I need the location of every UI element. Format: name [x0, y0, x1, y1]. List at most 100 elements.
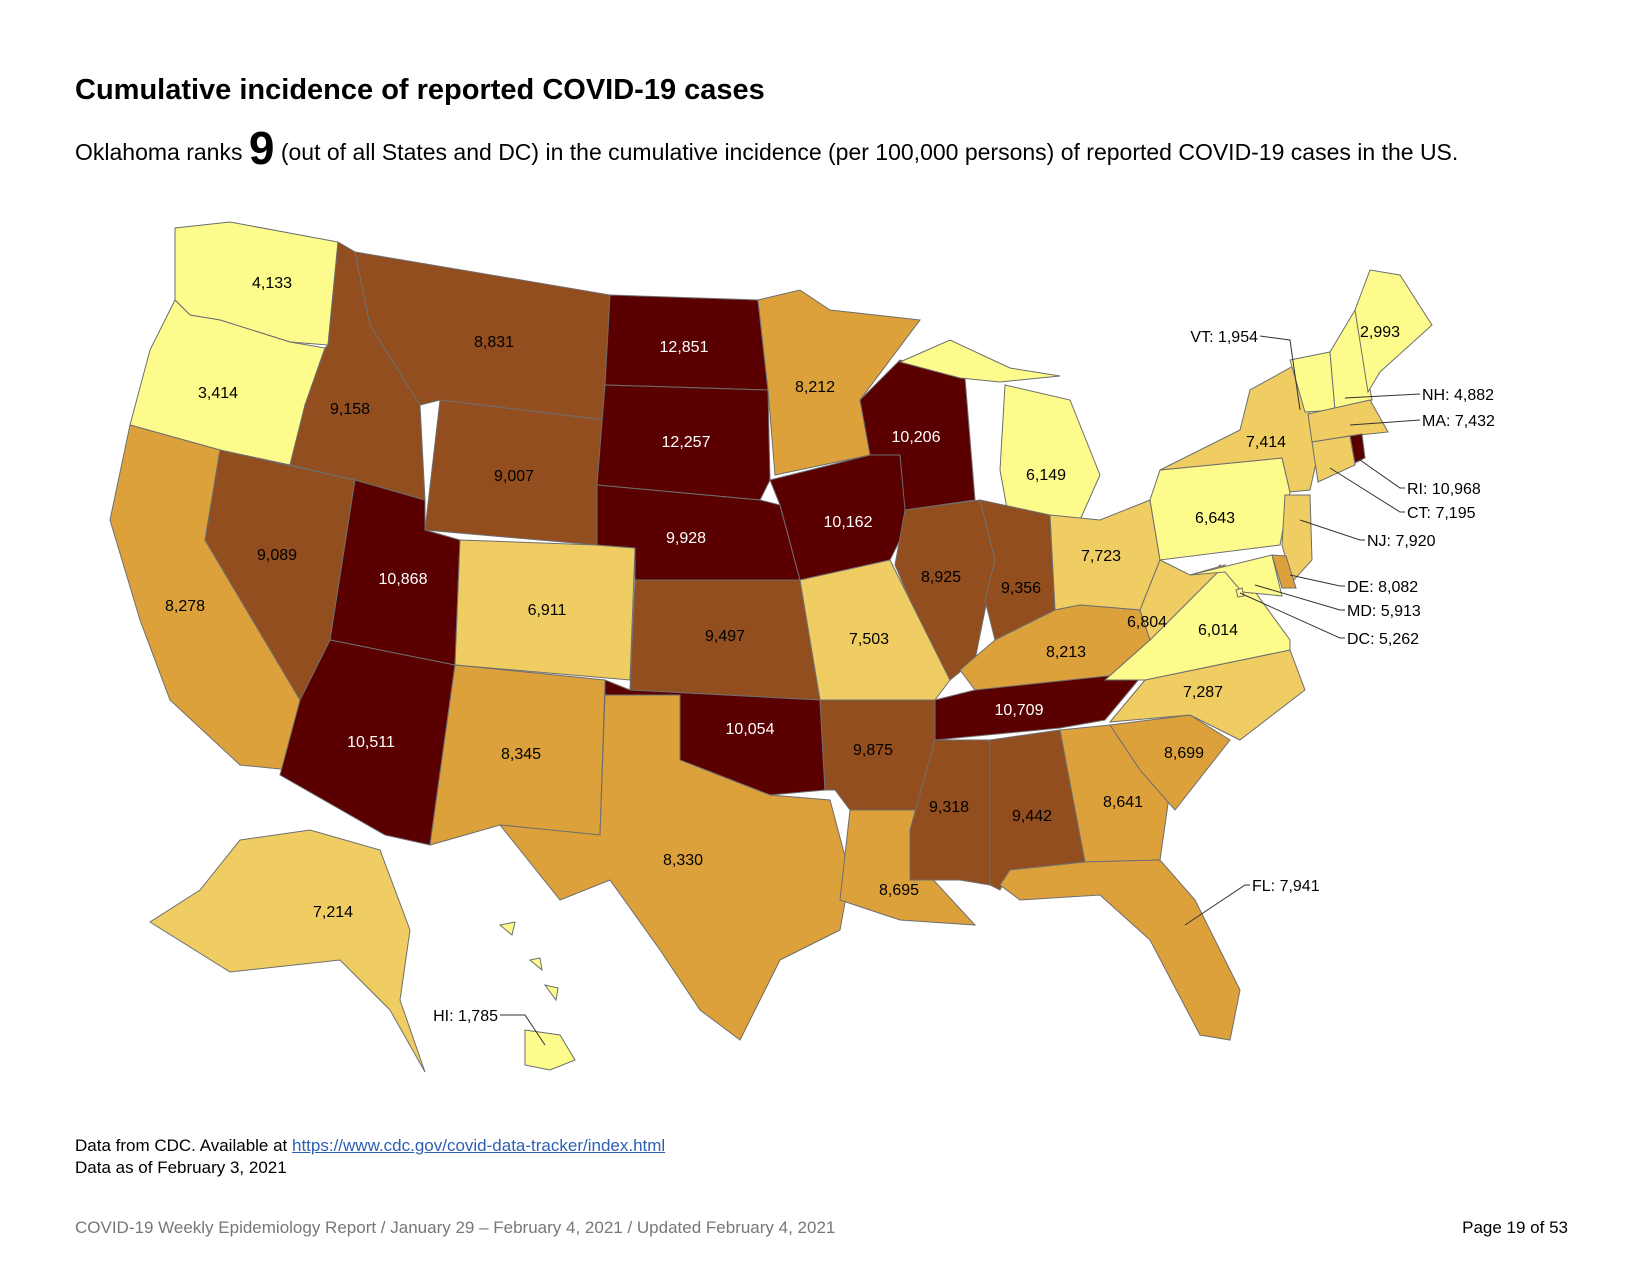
leader-line-ct — [1329, 467, 1405, 513]
state-value-label-nm: 8,345 — [501, 746, 541, 763]
state-value-label-mi: 6,149 — [1026, 467, 1066, 484]
state-value-label-me: 2,993 — [1360, 324, 1400, 341]
state-value-label-pa: 6,643 — [1195, 510, 1235, 527]
state-value-label-tx: 8,330 — [663, 852, 703, 869]
state-callout-label-fl: FL: 7,941 — [1252, 878, 1320, 895]
state-shape-ga — [1059, 724, 1171, 863]
state-pa — [1149, 457, 1291, 561]
leader-line-nh — [1344, 393, 1421, 399]
state-value-label-wi: 10,206 — [892, 429, 941, 446]
leader-line-de — [1289, 574, 1345, 587]
state-value-label-id: 9,158 — [330, 401, 370, 418]
state-callout-label-md: MD: 5,913 — [1347, 603, 1421, 620]
state-shape-ct — [1311, 435, 1356, 483]
source-prefix: Data from CDC. Available at — [75, 1136, 292, 1155]
rank-text-before: Oklahoma ranks — [75, 139, 249, 165]
state-me — [1354, 269, 1433, 394]
state-shape-hi — [498, 921, 516, 936]
data-source: Data from CDC. Available at https://www.… — [75, 1135, 665, 1179]
state-value-label-ia: 10,162 — [824, 514, 873, 531]
state-value-label-az: 10,511 — [347, 734, 395, 751]
leader-line-ma — [1349, 419, 1421, 426]
state-callout-label-de: DE: 8,082 — [1347, 579, 1418, 596]
state-value-label-oh: 7,723 — [1081, 548, 1121, 565]
state-fl — [999, 859, 1241, 1041]
report-footer: COVID-19 Weekly Epidemiology Report / Ja… — [75, 1218, 836, 1237]
state-value-label-la: 8,695 — [879, 882, 919, 899]
state-value-label-tn: 10,709 — [995, 702, 1044, 719]
state-shape-mi — [999, 384, 1101, 526]
state-value-label-nv: 9,089 — [257, 547, 297, 564]
state-co — [454, 539, 636, 681]
data-as-of: Data as of February 3, 2021 — [75, 1158, 287, 1177]
state-value-label-wa: 4,133 — [252, 275, 292, 292]
page-title: Cumulative incidence of reported COVID-1… — [75, 74, 765, 106]
state-value-label-ne: 9,928 — [666, 530, 706, 547]
state-shape-ma — [1307, 399, 1389, 443]
state-value-label-wy: 9,007 — [494, 468, 534, 485]
state-value-label-ar: 9,875 — [853, 742, 893, 759]
state-value-label-il: 8,925 — [921, 569, 961, 586]
state-value-label-nd: 12,851 — [660, 339, 709, 356]
state-callout-label-nh: NH: 4,882 — [1422, 387, 1494, 404]
state-value-label-co: 6,911 — [528, 602, 567, 619]
state-value-label-mo: 7,503 — [849, 631, 889, 648]
state-hi — [498, 921, 576, 1071]
state-callout-label-vt: VT: 1,954 — [1190, 329, 1258, 346]
state-ct — [1311, 435, 1356, 483]
leader-line-fl — [1184, 884, 1250, 926]
state-tx — [498, 694, 851, 1041]
state-shape-hi — [543, 984, 559, 1002]
state-shape-hi — [528, 957, 543, 972]
state-value-label-ca: 8,278 — [165, 598, 205, 615]
state-shape-ak — [149, 829, 426, 1073]
state-callout-label-ri: RI: 10,968 — [1407, 481, 1481, 498]
leader-line-md — [1254, 584, 1345, 611]
state-shape-sd — [596, 384, 771, 501]
state-shape-me — [1354, 269, 1433, 394]
rank-text-after: (out of all States and DC) in the cumula… — [274, 139, 1459, 165]
state-value-label-mn: 8,212 — [795, 379, 835, 396]
state-value-label-sc: 8,699 — [1164, 745, 1204, 762]
state-ga — [1059, 724, 1171, 863]
state-shape-de — [1271, 554, 1297, 589]
state-value-label-ny: 7,414 — [1246, 434, 1286, 451]
state-callout-label-hi: HI: 1,785 — [433, 1008, 498, 1025]
state-callout-label-dc: DC: 5,262 — [1347, 631, 1419, 648]
rank-number: 9 — [248, 122, 275, 174]
leader-line-hi — [500, 1014, 546, 1046]
state-nh — [1329, 308, 1373, 411]
state-value-label-ut: 10,868 — [379, 571, 428, 588]
state-callout-label-nj: NJ: 7,920 — [1367, 533, 1436, 550]
state-shape-nh — [1329, 308, 1373, 411]
state-sd — [596, 384, 771, 501]
page-number: Page 19 of 53 — [1462, 1218, 1568, 1237]
state-value-label-nc: 7,287 — [1183, 684, 1223, 701]
state-shape-mi — [898, 339, 1061, 383]
state-shape-tx — [498, 694, 851, 1041]
state-value-label-in: 9,356 — [1001, 580, 1041, 597]
state-de — [1271, 554, 1297, 589]
state-shape-co — [454, 539, 636, 681]
leader-line-vt — [1259, 335, 1301, 411]
state-mi — [898, 339, 1101, 526]
state-callout-label-ct: CT: 7,195 — [1407, 505, 1476, 522]
state-value-label-al: 9,442 — [1012, 808, 1052, 825]
rank-statement: Oklahoma ranks 9 (out of all States and … — [75, 125, 1555, 171]
state-ma — [1307, 399, 1389, 443]
state-shape-fl — [999, 859, 1241, 1041]
state-shape-nj — [1281, 494, 1313, 584]
state-shape-pa — [1149, 457, 1291, 561]
cdc-tracker-link[interactable]: https://www.cdc.gov/covid-data-tracker/i… — [292, 1136, 666, 1155]
state-nj — [1281, 494, 1313, 584]
state-shape-dc — [1235, 587, 1245, 598]
state-dc — [1235, 587, 1245, 598]
state-ak — [149, 829, 426, 1073]
state-value-label-ks: 9,497 — [705, 628, 745, 645]
state-value-label-ak: 7,214 — [313, 904, 353, 921]
state-value-label-or: 3,414 — [198, 385, 238, 402]
state-value-label-mt: 8,831 — [474, 334, 514, 351]
leader-line-dc — [1239, 592, 1345, 639]
state-value-label-sd: 12,257 — [662, 434, 711, 451]
